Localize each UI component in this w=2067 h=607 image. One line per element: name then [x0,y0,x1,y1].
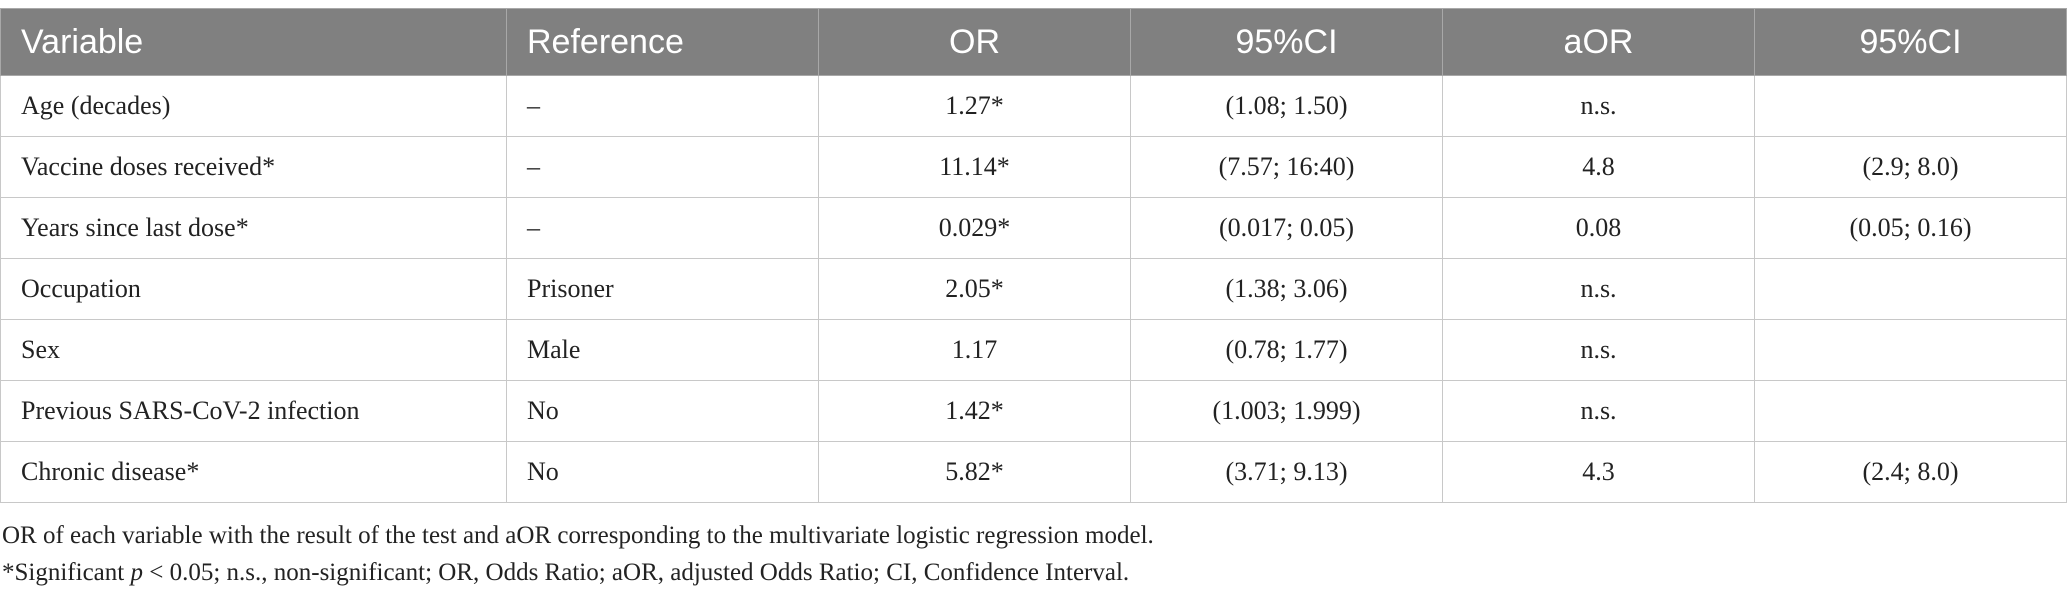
cell-aor-ci: (0.05; 0.16) [1754,197,2067,259]
cell-aor-ci: (2.4; 8.0) [1754,441,2067,503]
cell-aor: 0.08 [1442,197,1755,259]
table-row: Occupation Prisoner 2.05* (1.38; 3.06) n… [0,258,2067,320]
header-row: Variable Reference OR 95%CI aOR 95%CI [0,8,2067,76]
cell-or: 1.42* [818,380,1131,442]
table-row: Chronic disease* No 5.82* (3.71; 9.13) 4… [0,441,2067,503]
table-header: Variable Reference OR 95%CI aOR 95%CI [0,8,2067,76]
footnote-suffix: < 0.05; n.s., non-significant; OR, Odds … [142,559,1130,586]
cell-or-ci: (1.38; 3.06) [1130,258,1443,320]
table-row: Age (decades) – 1.27* (1.08; 1.50) n.s. [0,75,2067,137]
cell-reference: No [506,441,819,503]
cell-variable: Sex [0,319,507,381]
cell-or: 0.029* [818,197,1131,259]
cell-aor: 4.3 [1442,441,1755,503]
cell-or-ci: (1.08; 1.50) [1130,75,1443,137]
cell-or-ci: (1.003; 1.999) [1130,380,1443,442]
results-table: Variable Reference OR 95%CI aOR 95%CI Ag… [0,8,2067,503]
table-body: Age (decades) – 1.27* (1.08; 1.50) n.s. … [0,75,2067,503]
cell-aor-ci [1754,75,2067,137]
cell-variable: Chronic disease* [0,441,507,503]
cell-reference: No [506,380,819,442]
cell-variable: Vaccine doses received* [0,136,507,198]
cell-or-ci: (7.57; 16:40) [1130,136,1443,198]
cell-variable: Occupation [0,258,507,320]
cell-reference: Prisoner [506,258,819,320]
cell-or-ci: (3.71; 9.13) [1130,441,1443,503]
cell-aor-ci [1754,319,2067,381]
table-footnotes: OR of each variable with the result of t… [0,517,2067,591]
cell-aor-ci: (2.9; 8.0) [1754,136,2067,198]
column-header-or-ci: 95%CI [1130,8,1443,76]
column-header-reference: Reference [506,8,819,76]
cell-aor: 4.8 [1442,136,1755,198]
cell-aor-ci [1754,258,2067,320]
footnote-abbreviations: *Significant p < 0.05; n.s., non-signifi… [2,554,2067,591]
cell-reference: Male [506,319,819,381]
footnote-prefix: *Significant [2,559,131,586]
table-row: Years since last dose* – 0.029* (0.017; … [0,197,2067,259]
cell-or-ci: (0.017; 0.05) [1130,197,1443,259]
cell-aor: n.s. [1442,319,1755,381]
column-header-or: OR [818,8,1131,76]
cell-reference: – [506,197,819,259]
cell-or: 11.14* [818,136,1131,198]
table-row: Sex Male 1.17 (0.78; 1.77) n.s. [0,319,2067,381]
cell-aor: n.s. [1442,380,1755,442]
cell-variable: Age (decades) [0,75,507,137]
cell-or: 5.82* [818,441,1131,503]
cell-variable: Previous SARS-CoV-2 infection [0,380,507,442]
cell-reference: – [506,136,819,198]
cell-aor: n.s. [1442,75,1755,137]
cell-or: 2.05* [818,258,1131,320]
footnote-p-symbol: p [130,559,143,586]
cell-reference: – [506,75,819,137]
cell-aor: n.s. [1442,258,1755,320]
cell-or: 1.17 [818,319,1131,381]
column-header-aor-ci: 95%CI [1754,8,2067,76]
footnote-description: OR of each variable with the result of t… [2,522,1154,549]
table-row: Vaccine doses received* – 11.14* (7.57; … [0,136,2067,198]
column-header-aor: aOR [1442,8,1755,76]
cell-aor-ci [1754,380,2067,442]
document: Variable Reference OR 95%CI aOR 95%CI Ag… [0,8,2067,591]
cell-variable: Years since last dose* [0,197,507,259]
column-header-variable: Variable [0,8,507,76]
table-row: Previous SARS-CoV-2 infection No 1.42* (… [0,380,2067,442]
cell-or-ci: (0.78; 1.77) [1130,319,1443,381]
cell-or: 1.27* [818,75,1131,137]
